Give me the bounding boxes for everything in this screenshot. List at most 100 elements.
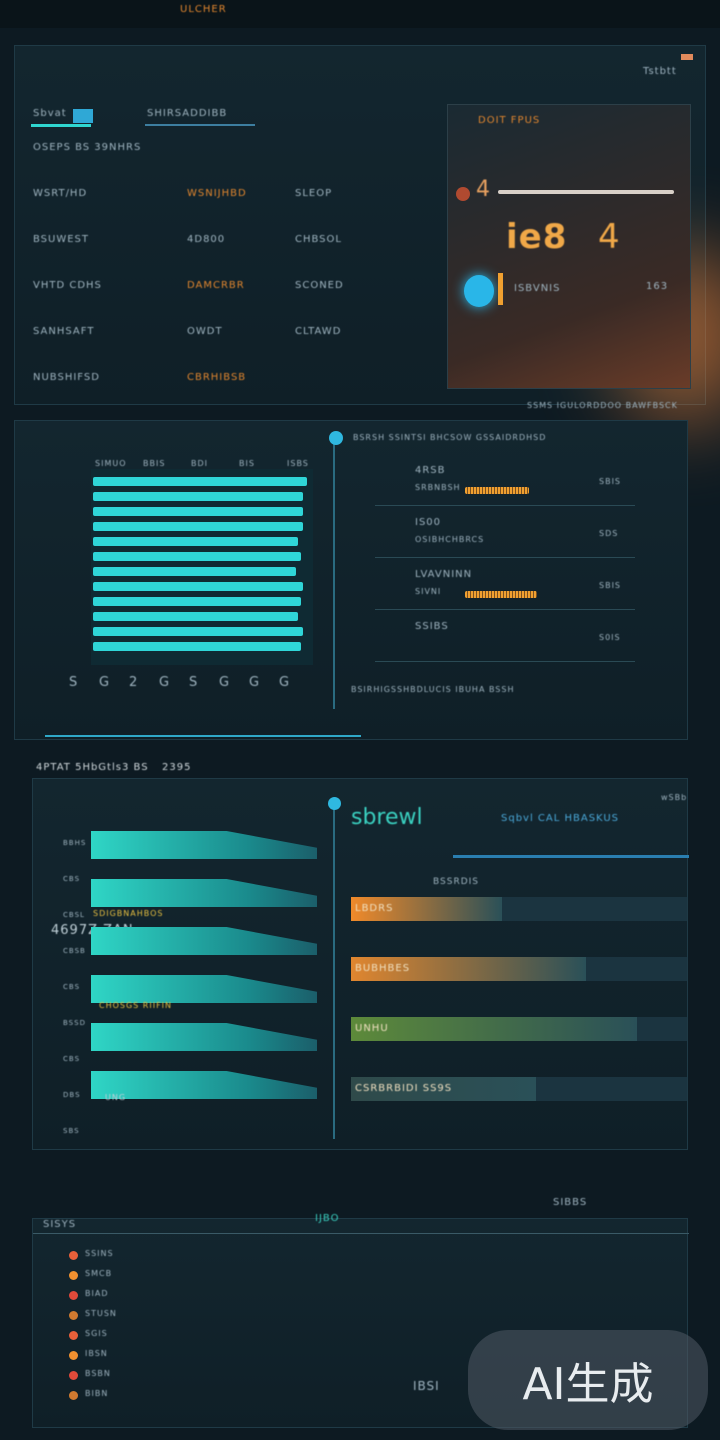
section-badge: 2395 <box>162 762 192 773</box>
x-tick: G <box>279 675 291 690</box>
chart-bar <box>93 537 299 546</box>
card-toggle-icon[interactable] <box>464 275 494 307</box>
status-dot <box>69 1371 78 1380</box>
progress-label: LBDRS <box>355 903 394 914</box>
x-tick: G <box>219 675 231 690</box>
axis-label: CBSB <box>63 947 86 955</box>
list-item-label[interactable]: LVAVNINN <box>415 569 473 580</box>
activity-item[interactable]: SSINS <box>85 1249 114 1258</box>
row-value: CBRHIBSB <box>187 372 247 383</box>
x-tick: 2 <box>129 675 139 690</box>
progress-fill <box>351 897 503 921</box>
activity-item[interactable]: IBSN <box>85 1349 108 1358</box>
band-label: UNG <box>105 1093 127 1102</box>
chart-bar <box>93 597 301 606</box>
row-label: SANHSAFT <box>33 326 95 337</box>
list-item-value: SBIS <box>599 477 622 486</box>
progress-sub: BSSRDIS <box>433 877 479 887</box>
progress-row[interactable]: BUBHBES <box>351 957 687 981</box>
chart-bar <box>93 477 307 486</box>
row-value: WSNIJHBD <box>187 188 247 199</box>
chart-header-label: BIS <box>239 459 255 468</box>
chart-header-label: SIMUO <box>95 459 127 468</box>
chart-panel: SSMS IGULORDDOO BAWFBSCK SIMUO BBIS BDI BIS… <box>14 401 688 740</box>
status-dot <box>69 1351 78 1360</box>
chart-bar <box>93 522 303 531</box>
row-value: OWDT <box>187 326 223 337</box>
axis-label: BSSD <box>63 1019 86 1027</box>
activity-item[interactable]: BSBN <box>85 1369 111 1378</box>
row-status: CHBSOL <box>295 234 342 245</box>
marker-dot <box>329 431 343 445</box>
axis-label: CBS <box>63 1055 81 1063</box>
activity-item[interactable]: STUSN <box>85 1309 117 1318</box>
axis-label: CBS <box>63 875 81 883</box>
row-label: WSRT/HD <box>33 188 88 199</box>
activity-item[interactable]: SMCB <box>85 1269 113 1278</box>
axis-label: CBS <box>63 983 81 991</box>
row-value: 4D800 <box>187 234 226 245</box>
card-sub: DOIT FPUS <box>478 115 541 126</box>
band-label: SDIGBNAHBOS <box>93 909 164 918</box>
row-value: DAMCRBR <box>187 280 245 291</box>
list-item-label[interactable]: IS00 <box>415 517 442 528</box>
panel-header-mid: IJBO <box>315 1213 340 1224</box>
x-tick: G <box>99 675 111 690</box>
panel-caption: SSMS IGULORDDOO BAWFBSCK <box>527 401 678 410</box>
progress-fill <box>351 957 587 981</box>
list-header: BSRSH SSINTSI BHCSOW GSSAIDRDHSD <box>353 433 547 442</box>
axis-label: CBSL <box>63 911 85 919</box>
chart-header-label: ISBS <box>287 459 309 468</box>
corner-label: wSBb <box>661 793 688 802</box>
bar-chart <box>91 469 313 665</box>
card-big-value-2: 4 <box>598 217 621 257</box>
row-label: BSUWEST <box>33 234 90 245</box>
status-dot <box>69 1291 78 1300</box>
panel-subheader: SHIRSADDIBB <box>147 108 228 119</box>
progress-row[interactable]: LBDRS <box>351 897 687 921</box>
list-item-bar <box>465 591 537 598</box>
chart-bar <box>93 642 301 651</box>
watermark: AI生成 <box>468 1330 708 1430</box>
progress-row[interactable]: CSRBRBIDI SS9S <box>351 1077 687 1101</box>
panel-header: SISYS <box>43 1219 77 1230</box>
list-item-label[interactable]: 4RSB <box>415 465 446 476</box>
section-title: 4PTAT 5HbGtls3 BS <box>36 762 149 773</box>
chart-header-label: BDI <box>191 459 209 468</box>
progress-label: BUBHBES <box>355 963 411 974</box>
overview-panel: Sbvat SHIRSADDIBB Tstbtt OSEPS BS 39NHRS… <box>14 45 720 426</box>
corner-label: Tstbtt <box>643 66 677 77</box>
row-label: NUBSHIFSD <box>33 372 100 383</box>
list-item-sub: OSIBHCHBRCS <box>415 535 485 544</box>
list-item-label[interactable]: SSIBS <box>415 621 449 632</box>
x-tick: G <box>249 675 261 690</box>
list-footer: BSIRHIGSSHBDLUCIS IBUHA BSSH <box>351 685 515 694</box>
axis-label: BBHS <box>63 839 87 847</box>
x-tick: S <box>189 675 199 690</box>
status-dot <box>69 1391 78 1400</box>
status-dot <box>69 1311 78 1320</box>
activity-item[interactable]: BIAD <box>85 1289 109 1298</box>
card-right-value: 163 <box>646 281 669 292</box>
activity-item[interactable]: BIBN <box>85 1389 109 1398</box>
x-tick: S <box>69 675 79 690</box>
trend-band <box>91 927 317 955</box>
trend-band <box>91 1023 317 1051</box>
axis-label: SBS <box>63 1127 80 1135</box>
panel-header: Sbvat <box>33 108 67 119</box>
activity-item[interactable]: SGIS <box>85 1329 108 1338</box>
axis-label: DBS <box>63 1091 81 1099</box>
watermark-text: AI生成 <box>522 1359 654 1410</box>
chart-bar <box>93 612 299 621</box>
progress-row[interactable]: UNHU <box>351 1017 687 1041</box>
metric-card: DOIT FPUS 4 ie8 4 ISBVNIS 163 <box>447 104 691 389</box>
chart-bar <box>93 492 303 501</box>
band-label: CHOSGS RIIFIN <box>99 1001 173 1010</box>
progress-fill <box>351 1017 637 1041</box>
card-big-value: ie8 <box>506 217 568 257</box>
status-dot <box>69 1271 78 1280</box>
row-label: VHTD CDHS <box>33 280 102 291</box>
panel-title: sbrewl <box>351 805 423 830</box>
row-status: SCONED <box>295 280 344 291</box>
